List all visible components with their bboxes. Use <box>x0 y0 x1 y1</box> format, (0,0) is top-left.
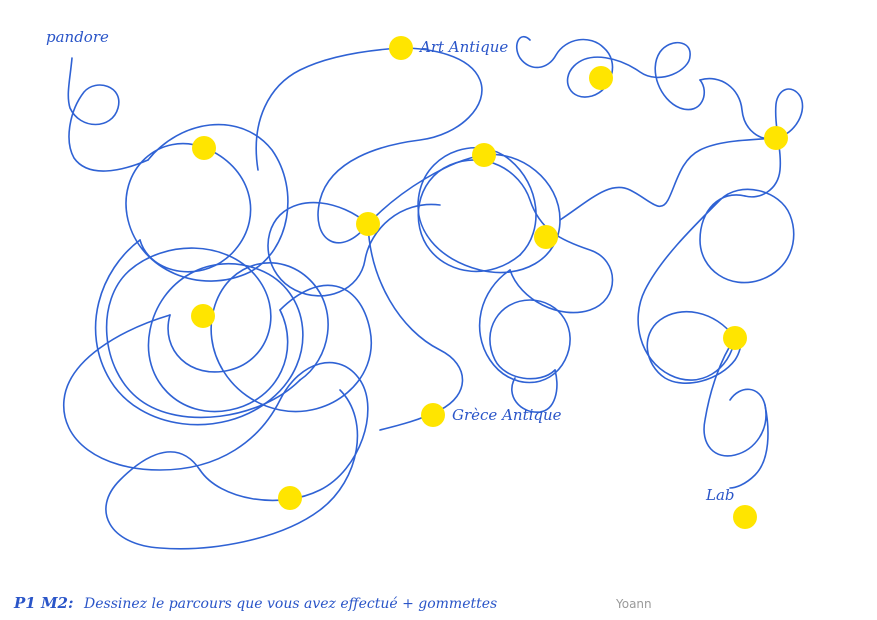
path-left-cluster-d <box>105 247 301 419</box>
path-left-cluster-b <box>94 239 304 426</box>
label-start: pandore <box>46 28 109 46</box>
sticker-top-right <box>589 66 613 90</box>
path-right-lower-loop <box>646 310 767 457</box>
stickers <box>191 36 788 529</box>
sticker-middle-right <box>534 225 558 249</box>
label-grece-antique: Grèce Antique <box>452 406 562 424</box>
path-to-art-antique <box>255 47 483 244</box>
path-right-link-from-middle <box>559 137 777 221</box>
sticker-lab <box>733 505 757 529</box>
path-right-loops <box>699 77 804 198</box>
handwritten-labels: pandore Art Antique Grèce Antique Lab P1… <box>13 28 735 612</box>
instruction-prefix: P1 M2: <box>13 594 74 612</box>
path-middle-cluster-a <box>367 146 561 274</box>
sticker-left-top <box>192 136 216 160</box>
path-to-lab <box>729 404 769 489</box>
path-right-cluster <box>637 188 795 381</box>
sticker-middle-left <box>356 212 380 236</box>
label-art-antique: Art Antique <box>418 38 508 56</box>
sticker-art-antique <box>389 36 413 60</box>
path-left-cluster-e <box>63 314 369 502</box>
path-scribble <box>63 35 804 550</box>
path-middle-cluster-b <box>417 159 614 314</box>
path-left-cluster-a <box>125 123 289 282</box>
sticker-right-middle <box>723 326 747 350</box>
path-left-cluster-f <box>105 389 359 550</box>
sticker-grece-antique <box>421 403 445 427</box>
instruction-text: Dessinez le parcours que vous avez effec… <box>83 596 497 612</box>
author-signature: Yoann <box>615 597 652 611</box>
sticker-left-bottom <box>278 486 302 510</box>
sticker-right-top <box>764 126 788 150</box>
path-to-grece-antique <box>367 223 558 431</box>
sticker-middle-top <box>472 143 496 167</box>
label-end: Lab <box>705 486 735 504</box>
path-left-cluster-c <box>210 262 373 413</box>
sticker-left-middle <box>191 304 215 328</box>
path-middle-cluster-c <box>478 269 571 384</box>
path-start-loop <box>67 57 149 172</box>
path-middle-cluster-d <box>267 201 441 297</box>
path-top-right-squiggle <box>515 35 705 111</box>
